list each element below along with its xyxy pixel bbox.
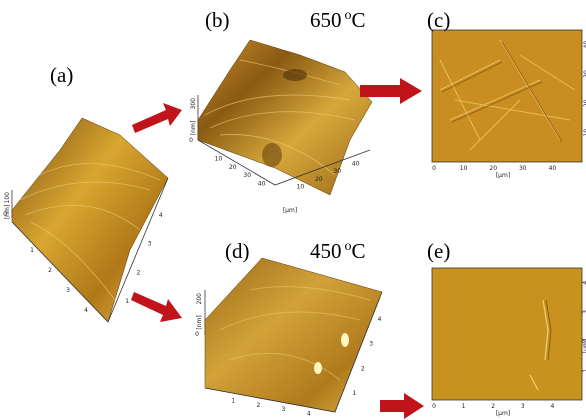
temperature-number: 450	[310, 239, 342, 263]
panel-label: (e)	[427, 239, 450, 263]
tick-label: 1	[231, 397, 235, 404]
unit: C	[352, 239, 366, 263]
arrow	[380, 393, 424, 419]
tick-label: 3	[582, 310, 586, 314]
tick-label: 10	[460, 165, 468, 172]
tick-label: 2	[361, 365, 365, 372]
panel-c-image	[432, 30, 582, 162]
arrow	[131, 292, 182, 322]
panel-label: (a)	[50, 63, 73, 87]
tick-label: [nm]	[190, 121, 197, 135]
tick-label: 1	[125, 298, 129, 305]
panel-label: (b)	[205, 8, 230, 32]
tick-label: 3	[66, 287, 70, 294]
tick-label: 2	[136, 269, 140, 276]
degree: o	[345, 239, 352, 254]
tick-label: 0	[432, 165, 436, 172]
tick-label: 20	[229, 164, 237, 171]
tick-label: 200	[196, 293, 203, 305]
tick-label: 3	[148, 241, 152, 248]
panel-e-image	[432, 268, 582, 400]
tick-label: 4	[84, 307, 88, 314]
degree: o	[345, 8, 352, 23]
tick-label: 1	[462, 403, 466, 410]
tick-label: 3	[521, 403, 525, 410]
tick-label: 4	[159, 212, 163, 219]
tick-label: 40	[258, 181, 266, 188]
panel-label: (c)	[427, 8, 450, 32]
tick-label: 0	[432, 403, 436, 410]
unit: C	[352, 8, 366, 32]
panel-a-image	[12, 118, 168, 322]
tick-label: 1	[352, 390, 356, 397]
tick-label: 1	[582, 369, 586, 373]
tick-label: 1	[30, 247, 34, 254]
figure: (a) (b) (c) (d) (e) 650oC 450oC 1000[nm]…	[0, 0, 586, 420]
tick-label: 10	[215, 155, 223, 162]
tick-label: 300	[190, 98, 197, 110]
tick-label: [μm]	[283, 207, 297, 214]
panel-b-image	[198, 40, 372, 195]
tick-label: 30	[243, 172, 251, 179]
tick-label: 30	[519, 165, 527, 172]
panel-label: (d)	[225, 239, 250, 263]
tick-label: 4	[378, 316, 382, 323]
tick-label: 40	[549, 165, 557, 172]
tick-label: 30	[333, 168, 341, 175]
tick-label: 0	[189, 137, 193, 144]
arrow	[132, 103, 182, 133]
tick-label: 20	[489, 165, 497, 172]
tick-label: [μm]	[496, 172, 510, 179]
panel-d-image	[205, 258, 382, 412]
tick-label: 4	[307, 411, 311, 418]
tick-label: 20	[315, 176, 323, 183]
tick-label: 100	[4, 192, 11, 204]
tick-label: 2	[48, 267, 52, 274]
tick-label: [nm]	[196, 315, 203, 329]
tick-label: 4	[550, 403, 554, 410]
tick-label: 2	[256, 402, 260, 409]
tick-label: 3	[282, 406, 286, 413]
tick-label: 10	[297, 183, 305, 190]
tick-label: [μm]	[582, 339, 586, 353]
tick-label: 40	[352, 161, 360, 168]
tick-label: [μm]	[496, 410, 510, 417]
tick-label: 2	[491, 403, 495, 410]
tick-label: 0	[195, 331, 199, 338]
temperature-number: 650	[310, 8, 342, 32]
tick-label: 4	[582, 281, 586, 285]
tick-label: [nm]	[4, 205, 11, 219]
tick-label: 3	[369, 341, 373, 348]
